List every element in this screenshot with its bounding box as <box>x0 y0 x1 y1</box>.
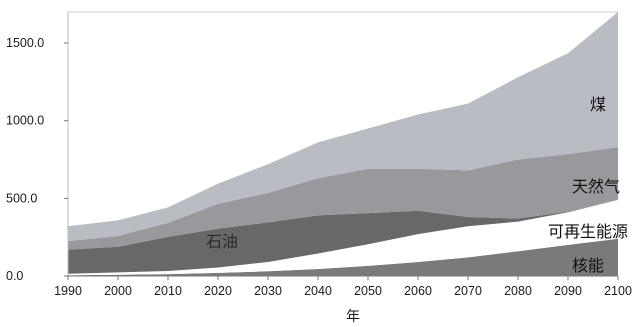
x-tick-label: 1990 <box>54 284 82 298</box>
series-label: 天然气 <box>572 177 620 196</box>
area-series-0 <box>68 238 618 276</box>
axes <box>67 11 618 277</box>
x-tick-label: 2090 <box>554 284 582 298</box>
series-label: 核能 <box>572 256 604 275</box>
x-tick-label: 2100 <box>604 284 632 298</box>
x-tick-label: 2000 <box>104 284 132 298</box>
series-areas <box>68 12 618 276</box>
y-tick-label: 1000.0 <box>6 114 44 128</box>
series-label: 可再生能源 <box>548 222 628 241</box>
x-tick-label: 2010 <box>154 284 182 298</box>
y-tick-label: 1500.0 <box>6 36 44 50</box>
area-series-2 <box>68 199 618 274</box>
x-tick-label: 2030 <box>254 284 282 298</box>
y-tick-label: 500.0 <box>6 191 37 205</box>
x-tick-label: 2020 <box>204 284 232 298</box>
x-tick-label: 2080 <box>504 284 532 298</box>
x-tick-label: 2060 <box>404 284 432 298</box>
y-axis-ticks: 0.0 500.0 1000.0 1500.0 <box>6 36 68 283</box>
area-series-3 <box>68 147 618 250</box>
series-label: 石油 <box>206 232 238 251</box>
x-tick-label: 2040 <box>304 284 332 298</box>
x-axis-ticks: 1990 2000 2010 2020 2030 2040 2050 2060 2070 2080… <box>54 276 632 298</box>
x-tick-label: 2070 <box>454 284 482 298</box>
area-series-4 <box>68 12 618 242</box>
x-axis-title: 年 <box>346 309 360 325</box>
area-series-1 <box>68 199 618 276</box>
series-label: 煤 <box>590 95 606 114</box>
x-tick-label: 2050 <box>354 284 382 298</box>
y-tick-label: 0.0 <box>6 269 23 283</box>
